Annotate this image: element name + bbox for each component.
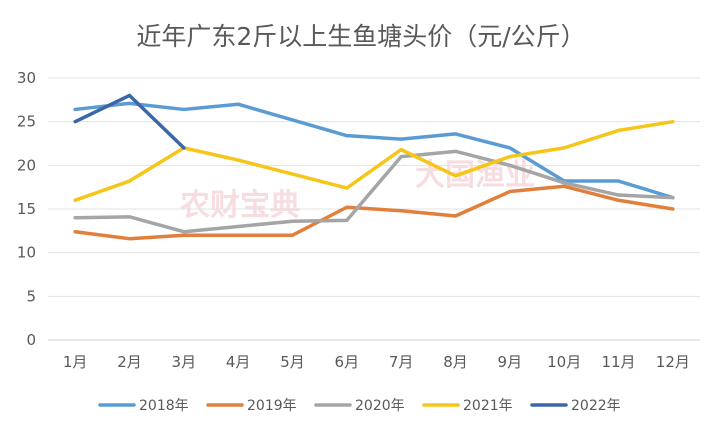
x-tick-label: 1月	[63, 353, 88, 371]
series-line	[73, 149, 675, 234]
x-tick-label: 3月	[172, 353, 197, 371]
y-tick-label: 0	[26, 331, 36, 349]
x-tick-label: 2月	[117, 353, 142, 371]
y-tick-label: 15	[17, 200, 36, 218]
legend-label: 2019年	[247, 398, 297, 414]
series-line	[73, 93, 186, 150]
legend-label: 2020年	[355, 398, 405, 414]
series-lines	[73, 93, 675, 241]
y-tick-label: 20	[17, 156, 36, 174]
x-axis-ticks: 1月 2月 3月 4月 5月 6月 7月 8月 9月 10月 11月 12月	[63, 353, 690, 371]
series-line	[73, 119, 675, 203]
x-tick-label: 9月	[498, 353, 523, 371]
x-tick-label: 6月	[335, 353, 360, 371]
y-tick-label: 10	[17, 244, 36, 262]
watermark-group: 农财宝典 大国渔业	[179, 158, 535, 223]
y-tick-label: 5	[26, 287, 36, 305]
legend-label: 2022年	[571, 398, 621, 414]
legend-label: 2021年	[463, 398, 513, 414]
x-tick-label: 7月	[389, 353, 414, 371]
x-tick-label: 11月	[601, 353, 635, 371]
x-tick-label: 5月	[280, 353, 305, 371]
x-tick-label: 10月	[547, 353, 581, 371]
watermark-text: 农财宝典	[179, 188, 300, 223]
series-line	[73, 101, 675, 200]
x-tick-label: 8月	[443, 353, 468, 371]
y-axis-ticks: 0 5 10 15 20 25 30	[17, 69, 36, 349]
series-line	[73, 184, 675, 241]
legend-label: 2018年	[139, 398, 189, 414]
y-tick-label: 30	[17, 69, 36, 87]
x-tick-label: 12月	[656, 353, 690, 371]
legend: 2018年 2019年 2020年 2021年 2022年	[98, 398, 621, 414]
x-tick-label: 4月	[226, 353, 251, 371]
y-tick-label: 25	[17, 113, 36, 131]
watermark-text: 大国渔业	[415, 158, 535, 193]
chart-title: 近年广东2斤以上生鱼塘头价（元/公斤）	[136, 22, 585, 51]
